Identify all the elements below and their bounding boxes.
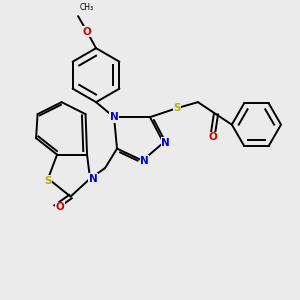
Text: O: O — [56, 202, 64, 212]
Text: N: N — [89, 174, 98, 184]
Text: N: N — [110, 112, 118, 122]
Text: O: O — [83, 27, 92, 37]
Text: N: N — [140, 156, 149, 166]
Text: S: S — [173, 103, 181, 113]
Text: N: N — [161, 138, 170, 148]
Text: S: S — [44, 176, 52, 186]
Text: O: O — [208, 132, 217, 142]
Text: CH₃: CH₃ — [80, 3, 94, 12]
